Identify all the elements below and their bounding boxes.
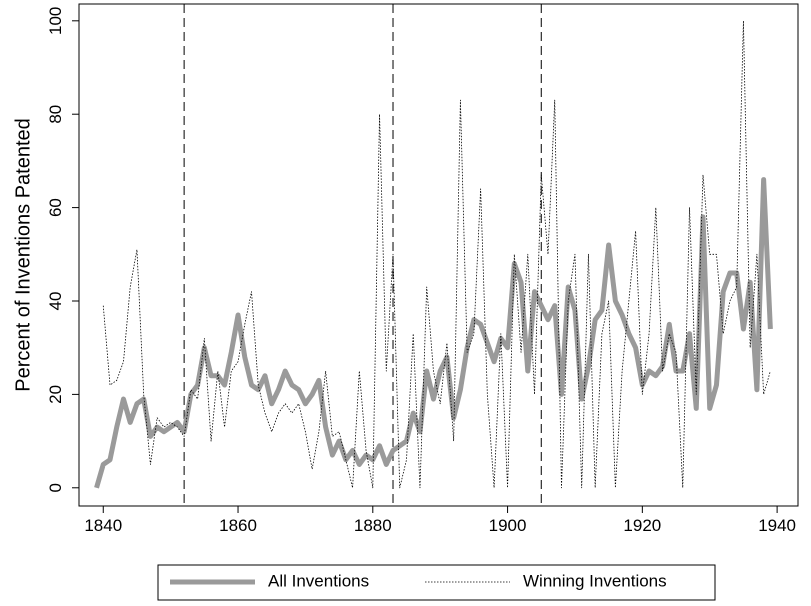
x-tick-label: 1880	[354, 516, 392, 535]
legend-label: All Inventions	[268, 571, 369, 590]
y-tick-label: 100	[46, 7, 65, 35]
x-tick-label: 1900	[489, 516, 527, 535]
y-tick-label: 80	[46, 105, 65, 124]
y-tick-label: 60	[46, 198, 65, 217]
plot-frame	[78, 3, 799, 507]
legend-label: Winning Inventions	[523, 571, 667, 590]
y-tick-label: 20	[46, 385, 65, 404]
y-tick-label: 40	[46, 292, 65, 311]
x-tick-label: 1920	[623, 516, 661, 535]
y-tick-label: 0	[46, 483, 65, 492]
x-tick-label: 1860	[219, 516, 257, 535]
x-tick-label: 1840	[84, 516, 122, 535]
series-line	[102, 20, 771, 489]
y-axis-label: Percent of Inventions Patented	[12, 118, 34, 392]
x-tick-label: 1940	[758, 516, 796, 535]
series-line	[94, 177, 773, 489]
